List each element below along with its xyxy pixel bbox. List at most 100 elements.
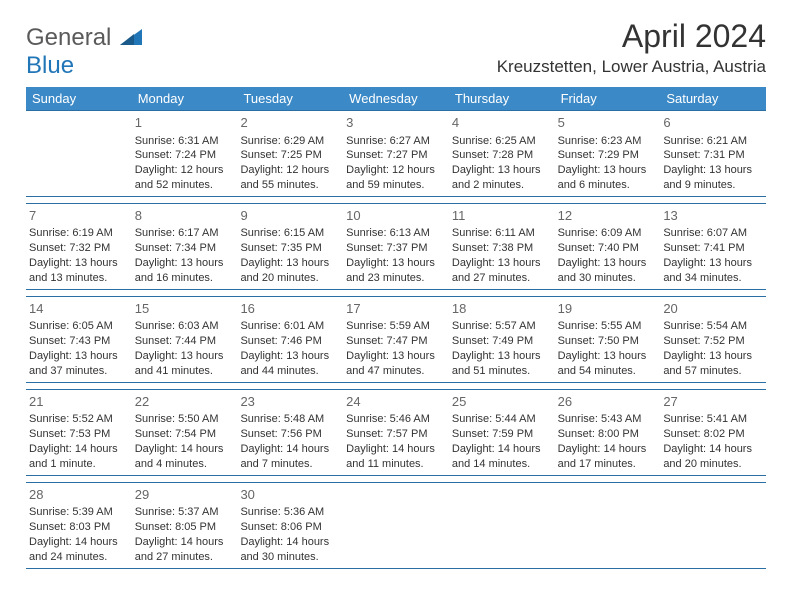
daylight-text: Daylight: 12 hours [240,163,340,178]
sunset-text: Sunset: 7:41 PM [663,241,763,256]
week-row: 7Sunrise: 6:19 AMSunset: 7:32 PMDaylight… [26,203,766,290]
day-cell [660,483,766,568]
daylight-text: and 30 minutes. [558,271,658,286]
header: General Blue April 2024 Kreuzstetten, Lo… [26,18,766,81]
daylight-text: and 9 minutes. [663,178,763,193]
brand-logo: General Blue [26,24,142,80]
daylight-text: Daylight: 14 hours [29,442,129,457]
day-cell: 30Sunrise: 5:36 AMSunset: 8:06 PMDayligh… [237,483,343,568]
daylight-text: Daylight: 14 hours [135,442,235,457]
day-cell: 12Sunrise: 6:09 AMSunset: 7:40 PMDayligh… [555,204,661,289]
daylight-text: and 23 minutes. [346,271,446,286]
sunset-text: Sunset: 7:31 PM [663,148,763,163]
sunset-text: Sunset: 7:34 PM [135,241,235,256]
day-number: 21 [29,393,129,411]
weekday-header: Friday [555,87,661,110]
sunrise-text: Sunrise: 5:44 AM [452,412,552,427]
day-number: 5 [558,114,658,132]
day-cell: 7Sunrise: 6:19 AMSunset: 7:32 PMDaylight… [26,204,132,289]
day-number: 1 [135,114,235,132]
daylight-text: and 11 minutes. [346,457,446,472]
sunset-text: Sunset: 7:40 PM [558,241,658,256]
sunrise-text: Sunrise: 6:27 AM [346,134,446,149]
day-number: 22 [135,393,235,411]
sunrise-text: Sunrise: 5:43 AM [558,412,658,427]
sunset-text: Sunset: 7:25 PM [240,148,340,163]
daylight-text: and 51 minutes. [452,364,552,379]
day-cell: 16Sunrise: 6:01 AMSunset: 7:46 PMDayligh… [237,297,343,382]
daylight-text: Daylight: 14 hours [240,535,340,550]
day-cell: 18Sunrise: 5:57 AMSunset: 7:49 PMDayligh… [449,297,555,382]
day-cell: 24Sunrise: 5:46 AMSunset: 7:57 PMDayligh… [343,390,449,475]
sunset-text: Sunset: 7:59 PM [452,427,552,442]
sunset-text: Sunset: 8:06 PM [240,520,340,535]
week-row: 21Sunrise: 5:52 AMSunset: 7:53 PMDayligh… [26,389,766,476]
daylight-text: Daylight: 13 hours [558,349,658,364]
day-number: 9 [240,207,340,225]
daylight-text: and 4 minutes. [135,457,235,472]
weekday-header: Saturday [660,87,766,110]
sunrise-text: Sunrise: 5:52 AM [29,412,129,427]
daylight-text: and 27 minutes. [135,550,235,565]
sunrise-text: Sunrise: 5:57 AM [452,319,552,334]
sunset-text: Sunset: 8:05 PM [135,520,235,535]
day-cell: 27Sunrise: 5:41 AMSunset: 8:02 PMDayligh… [660,390,766,475]
sunset-text: Sunset: 7:46 PM [240,334,340,349]
daylight-text: Daylight: 13 hours [346,349,446,364]
day-number: 14 [29,300,129,318]
daylight-text: Daylight: 13 hours [135,349,235,364]
day-cell: 2Sunrise: 6:29 AMSunset: 7:25 PMDaylight… [237,111,343,196]
day-number: 7 [29,207,129,225]
month-title: April 2024 [497,18,766,55]
day-cell: 5Sunrise: 6:23 AMSunset: 7:29 PMDaylight… [555,111,661,196]
daylight-text: Daylight: 13 hours [29,349,129,364]
day-number: 3 [346,114,446,132]
sunrise-text: Sunrise: 6:25 AM [452,134,552,149]
day-number: 12 [558,207,658,225]
sunrise-text: Sunrise: 5:50 AM [135,412,235,427]
sunrise-text: Sunrise: 5:36 AM [240,505,340,520]
day-cell: 11Sunrise: 6:11 AMSunset: 7:38 PMDayligh… [449,204,555,289]
day-number: 28 [29,486,129,504]
day-cell: 9Sunrise: 6:15 AMSunset: 7:35 PMDaylight… [237,204,343,289]
day-number: 26 [558,393,658,411]
daylight-text: and 20 minutes. [663,457,763,472]
sunrise-text: Sunrise: 6:11 AM [452,226,552,241]
weeks-container: 1Sunrise: 6:31 AMSunset: 7:24 PMDaylight… [26,110,766,569]
calendar: Sunday Monday Tuesday Wednesday Thursday… [26,87,766,569]
sunset-text: Sunset: 7:43 PM [29,334,129,349]
day-cell: 14Sunrise: 6:05 AMSunset: 7:43 PMDayligh… [26,297,132,382]
daylight-text: and 59 minutes. [346,178,446,193]
daylight-text: Daylight: 13 hours [452,349,552,364]
sunset-text: Sunset: 7:50 PM [558,334,658,349]
sunset-text: Sunset: 7:57 PM [346,427,446,442]
day-number: 25 [452,393,552,411]
day-cell: 15Sunrise: 6:03 AMSunset: 7:44 PMDayligh… [132,297,238,382]
daylight-text: Daylight: 13 hours [240,256,340,271]
daylight-text: and 47 minutes. [346,364,446,379]
day-number: 20 [663,300,763,318]
week-row: 28Sunrise: 5:39 AMSunset: 8:03 PMDayligh… [26,482,766,569]
daylight-text: and 44 minutes. [240,364,340,379]
day-cell [26,111,132,196]
weekday-header: Sunday [26,87,132,110]
weekday-header: Wednesday [343,87,449,110]
day-cell: 28Sunrise: 5:39 AMSunset: 8:03 PMDayligh… [26,483,132,568]
weekday-header: Tuesday [237,87,343,110]
sunrise-text: Sunrise: 6:13 AM [346,226,446,241]
daylight-text: and 27 minutes. [452,271,552,286]
daylight-text: Daylight: 14 hours [558,442,658,457]
weekday-header: Thursday [449,87,555,110]
daylight-text: Daylight: 13 hours [452,256,552,271]
sunrise-text: Sunrise: 6:15 AM [240,226,340,241]
sunrise-text: Sunrise: 6:17 AM [135,226,235,241]
sunrise-text: Sunrise: 5:41 AM [663,412,763,427]
day-number: 30 [240,486,340,504]
day-cell [555,483,661,568]
sunrise-text: Sunrise: 5:48 AM [240,412,340,427]
brand-triangle-icon [120,32,142,49]
daylight-text: and 16 minutes. [135,271,235,286]
day-cell: 23Sunrise: 5:48 AMSunset: 7:56 PMDayligh… [237,390,343,475]
sunrise-text: Sunrise: 6:03 AM [135,319,235,334]
day-cell: 20Sunrise: 5:54 AMSunset: 7:52 PMDayligh… [660,297,766,382]
